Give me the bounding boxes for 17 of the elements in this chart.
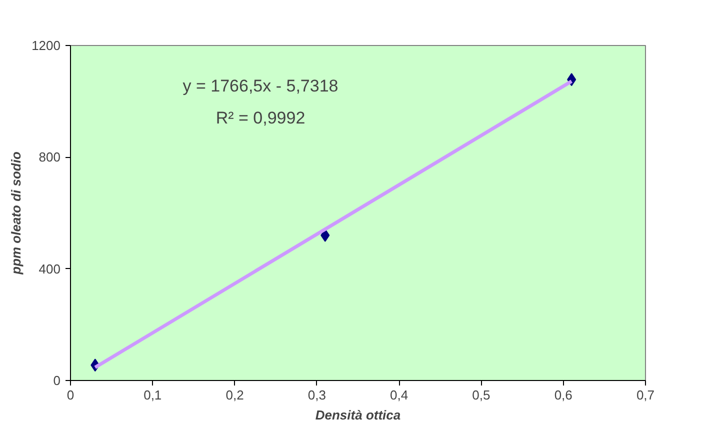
annotation: R² = 0,9992 <box>216 108 306 128</box>
x-tick-label: 0,2 <box>226 388 244 402</box>
point <box>320 228 330 242</box>
annotation: y = 1766,5x - 5,7318 <box>182 76 338 96</box>
y-tick-label: 400 <box>38 261 61 276</box>
y-tick-label: 0 <box>53 373 61 388</box>
x-tick-label: 0,6 <box>554 388 572 402</box>
x-tick-label: 0,4 <box>390 388 408 402</box>
x-tick-label: 0,7 <box>636 388 655 402</box>
x-axis-title: Densità ottica <box>315 408 401 422</box>
y-tick-label: 1200 <box>32 38 60 53</box>
x-tick-label: 0,1 <box>144 388 162 402</box>
x-tick-label: 0,5 <box>472 388 490 402</box>
x-tick-label: 0,3 <box>308 388 326 402</box>
x-tick-label: 0 <box>66 388 74 402</box>
y-tick-label: 800 <box>38 150 61 165</box>
y-axis-title: ppm oleato di sodio <box>8 152 24 276</box>
